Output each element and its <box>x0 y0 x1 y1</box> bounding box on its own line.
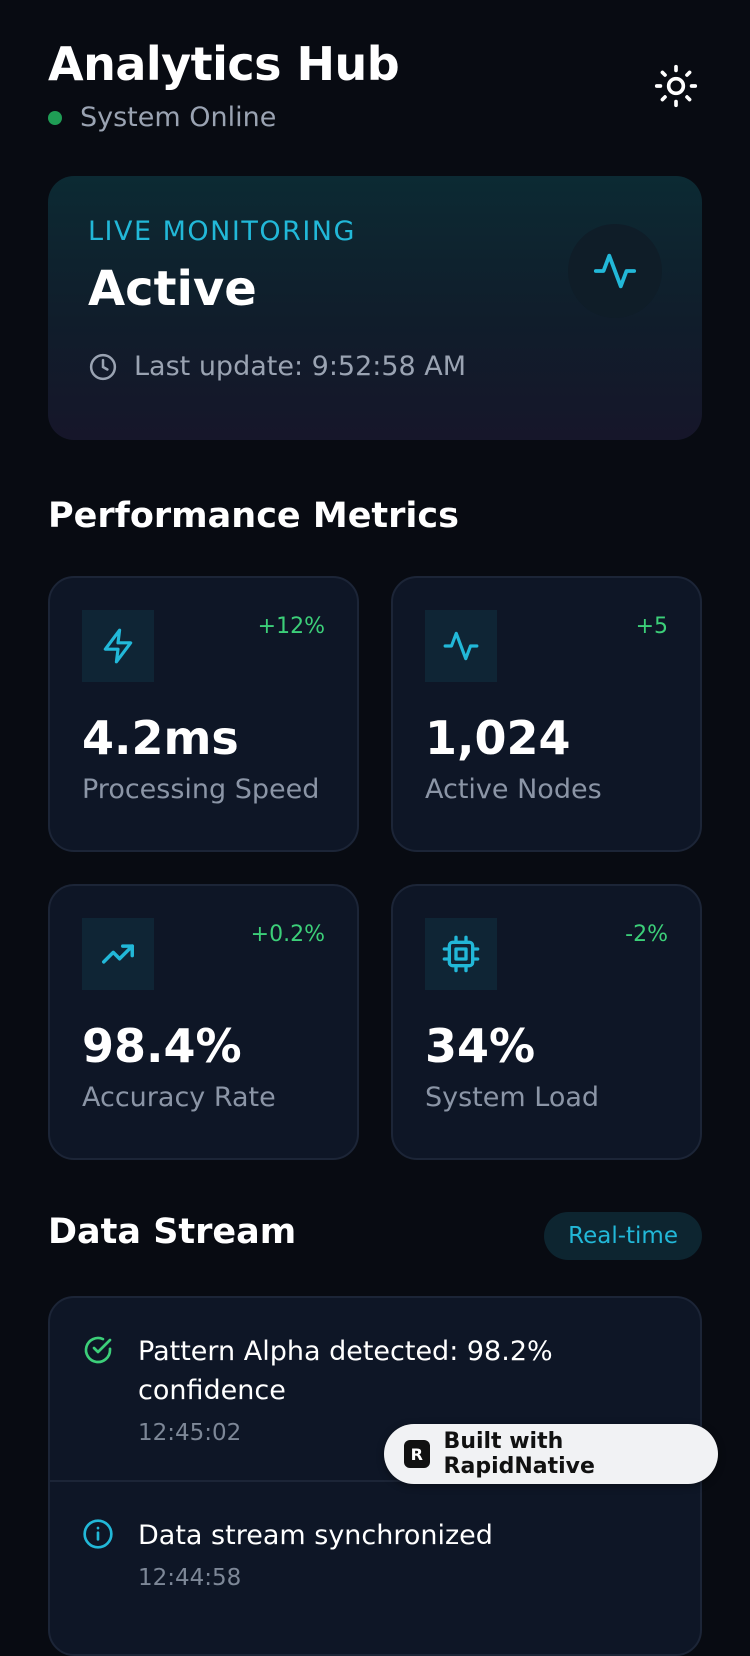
metric-icon-box <box>425 610 497 682</box>
list-item[interactable]: Data stream synchronized 12:44:58 <box>50 1480 700 1625</box>
sun-icon <box>654 64 698 108</box>
data-stream-title: Data Stream <box>48 1212 297 1252</box>
stream-time: 12:45:02 <box>138 1420 242 1446</box>
performance-metrics-title: Performance Metrics <box>48 496 459 536</box>
zap-icon <box>103 628 133 664</box>
metric-label: Accuracy Rate <box>82 1082 276 1113</box>
status-dot <box>48 110 62 125</box>
header: Analytics Hub System Online <box>48 36 702 146</box>
stream-message: Data stream synchronized <box>138 1520 493 1551</box>
info-icon <box>83 1519 113 1549</box>
monitor-state: Active <box>88 261 257 317</box>
stream-message: Pattern Alpha detected: 98.2% confidence <box>138 1336 553 1406</box>
theme-toggle-button[interactable] <box>650 60 702 112</box>
metric-change: +12% <box>257 614 325 639</box>
metric-label: Active Nodes <box>425 774 602 805</box>
metric-label: System Load <box>425 1082 600 1113</box>
check-circle-icon <box>84 1336 112 1364</box>
metric-change: +5 <box>635 614 668 639</box>
metric-change: -2% <box>625 922 668 947</box>
activity-icon <box>593 253 637 289</box>
rapidnative-logo-icon: R <box>404 1440 430 1468</box>
monitor-label: LIVE MONITORING <box>88 216 356 247</box>
stream-time: 12:44:58 <box>138 1565 242 1591</box>
metric-value: 34% <box>425 1019 536 1073</box>
built-with-text: Built with RapidNative <box>443 1429 595 1479</box>
trending-up-icon <box>102 944 134 964</box>
metric-label: Processing Speed <box>82 774 320 805</box>
metric-value: 98.4% <box>82 1019 242 1073</box>
system-status: System Online <box>48 102 702 133</box>
list-item[interactable]: Pattern Alpha detected: 98.2% confidence… <box>50 1298 700 1480</box>
metric-value: 1,024 <box>425 711 571 765</box>
metric-card-accuracy-rate[interactable]: +0.2% 98.4% Accuracy Rate <box>48 884 359 1160</box>
live-monitoring-card[interactable]: LIVE MONITORING Active Last update: 9:52… <box>48 176 702 440</box>
metric-change: +0.2% <box>250 922 325 947</box>
metric-card-active-nodes[interactable]: +5 1,024 Active Nodes <box>391 576 702 852</box>
last-update-text: Last update: 9:52:58 AM <box>134 351 467 382</box>
metric-card-processing-speed[interactable]: +12% 4.2ms Processing Speed <box>48 576 359 852</box>
clock-icon <box>88 352 118 382</box>
metric-icon-box <box>82 610 154 682</box>
metric-card-system-load[interactable]: -2% 34% System Load <box>391 884 702 1160</box>
metric-value: 4.2ms <box>82 711 239 765</box>
page-title: Analytics Hub <box>48 37 400 91</box>
cpu-icon <box>442 935 480 973</box>
built-with-badge[interactable]: R Built with RapidNative <box>384 1424 718 1484</box>
activity-icon <box>443 631 479 661</box>
metric-icon-box <box>425 918 497 990</box>
realtime-badge: Real-time <box>544 1212 702 1260</box>
monitor-icon-badge <box>568 224 662 318</box>
status-text: System Online <box>80 102 277 133</box>
last-update: Last update: 9:52:58 AM <box>88 351 662 382</box>
metric-icon-box <box>82 918 154 990</box>
